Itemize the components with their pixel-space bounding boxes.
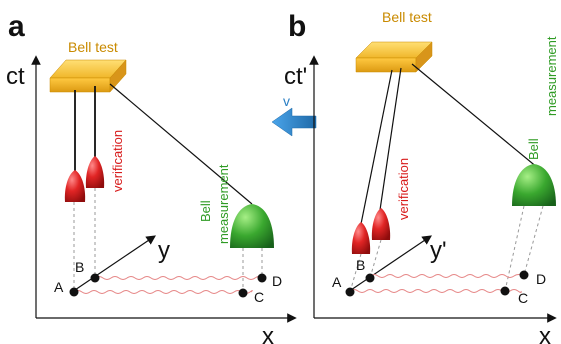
panel-b-label: b — [288, 10, 306, 43]
panel-a-measurement-label: measurement — [216, 164, 231, 244]
panel-a-green-detector — [230, 204, 274, 248]
panel-a-label: a — [8, 10, 25, 43]
panel-b-x-label: x — [539, 323, 551, 344]
panel-a-wave-ac — [73, 290, 253, 294]
panel-b-point-a — [345, 287, 355, 297]
panel-a-ct-label: ct — [6, 63, 25, 90]
panel-b-wave-bd — [369, 274, 525, 278]
panel-b-bell-test-label: Bell test — [382, 9, 432, 25]
panel-b-wire-left — [360, 69, 393, 225]
panel-a-red-detector-2 — [85, 156, 105, 188]
panel-a-bell-test-label: Bell test — [68, 39, 118, 55]
panel-a-point-d — [257, 273, 267, 283]
panel-a-bell-test-bar — [49, 59, 127, 93]
panel-a: a ct x y Bell test verification Bell mea… — [6, 10, 297, 344]
panel-a-x-label: x — [262, 323, 274, 344]
panel-a-verification-label: verification — [110, 130, 125, 192]
panel-a-wire-bell — [109, 83, 253, 205]
panel-b-verification-label: verification — [396, 158, 411, 220]
velocity-arrow: v — [271, 93, 317, 137]
panel-a-point-b — [90, 273, 100, 283]
panel-b-point-d — [519, 270, 529, 280]
panel-b-wave-ac — [349, 289, 522, 293]
panel-b: b ct' x y' Bell test verification Bell m… — [284, 9, 559, 344]
panel-a-bell-label: Bell — [198, 200, 213, 222]
panel-a-label-a: A — [54, 279, 64, 295]
panel-b-label-b: B — [356, 257, 365, 273]
panel-b-y-axis — [347, 235, 432, 293]
panel-a-y-axis — [71, 235, 156, 293]
panel-a-wave-bd — [94, 276, 263, 280]
panel-a-axes: ct x y — [6, 55, 297, 344]
panel-b-point-b — [365, 273, 375, 283]
panel-b-red-detector-2 — [371, 208, 391, 240]
panel-b-y-label: y' — [430, 237, 447, 264]
panel-b-red-detector-1 — [351, 222, 371, 254]
panel-b-point-c — [500, 286, 510, 296]
panel-b-bell-label: Bell — [526, 138, 541, 160]
velocity-label: v — [283, 93, 290, 109]
velocity-arrow-shape — [271, 107, 317, 137]
panel-b-wire-bell — [411, 63, 539, 169]
panel-a-red-detector-1 — [64, 170, 86, 202]
panel-b-green-detector — [512, 164, 556, 206]
panel-a-projections — [73, 188, 263, 293]
panel-a-point-a — [69, 287, 79, 297]
panel-b-bell-test-bar — [355, 41, 433, 73]
panel-b-label-a: A — [332, 274, 342, 290]
panel-b-ct-label: ct' — [284, 63, 307, 90]
panel-a-point-c — [238, 288, 248, 298]
panel-a-label-b: B — [75, 259, 84, 275]
panel-a-label-c: C — [254, 289, 264, 305]
panel-a-label-d: D — [272, 273, 282, 289]
panel-b-label-d: D — [536, 271, 546, 287]
panel-b-label-c: C — [518, 290, 528, 306]
panel-a-y-label: y — [158, 237, 170, 264]
panel-b-wire-right — [379, 67, 402, 211]
panel-b-measurement-label: measurement — [544, 36, 559, 116]
panel-b-axes: ct' x y' — [284, 55, 557, 344]
